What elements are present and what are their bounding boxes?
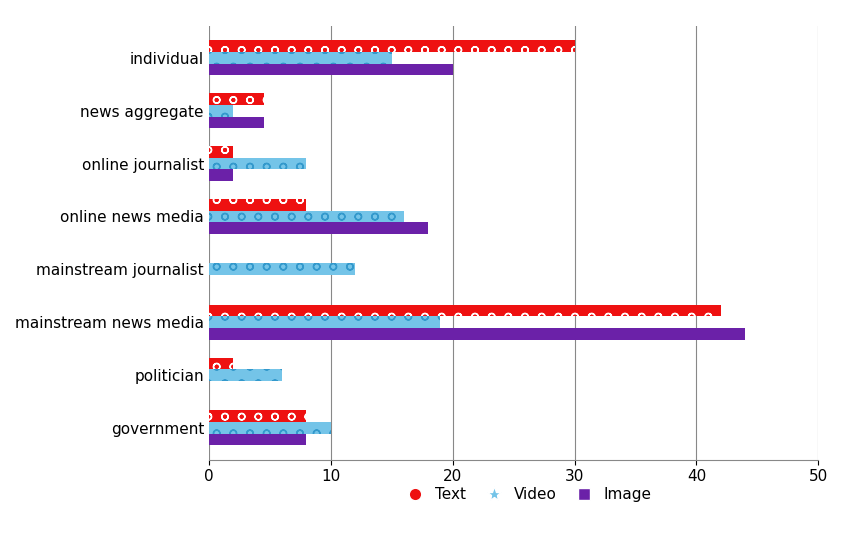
Bar xyxy=(209,170,234,181)
Bar xyxy=(209,305,721,316)
Bar xyxy=(209,422,330,434)
Bar xyxy=(209,146,234,158)
Bar xyxy=(209,105,234,117)
Bar xyxy=(209,158,306,170)
Bar xyxy=(209,199,306,211)
Bar xyxy=(209,222,428,234)
Bar xyxy=(209,264,355,275)
Bar xyxy=(209,199,306,211)
Bar xyxy=(209,305,721,316)
Bar xyxy=(209,105,234,117)
Bar xyxy=(209,211,404,222)
Bar xyxy=(209,358,234,369)
Bar xyxy=(209,117,264,128)
Bar xyxy=(209,41,575,52)
Legend: Text, Video, Image: Text, Video, Image xyxy=(394,481,658,508)
Bar xyxy=(209,52,392,63)
Bar xyxy=(209,93,264,105)
Bar xyxy=(209,328,745,340)
Bar xyxy=(209,264,355,275)
Bar xyxy=(209,316,441,328)
Bar xyxy=(209,93,264,105)
Bar xyxy=(209,316,441,328)
Bar xyxy=(209,63,453,75)
Bar xyxy=(209,410,306,422)
Bar xyxy=(209,158,306,170)
Bar xyxy=(209,52,392,63)
Bar xyxy=(209,211,404,222)
Bar xyxy=(209,434,306,445)
Bar xyxy=(209,146,234,158)
Bar xyxy=(209,41,575,52)
Bar xyxy=(209,422,330,434)
Bar xyxy=(209,358,234,369)
Bar xyxy=(209,369,282,381)
Bar xyxy=(209,410,306,422)
Bar xyxy=(209,369,282,381)
